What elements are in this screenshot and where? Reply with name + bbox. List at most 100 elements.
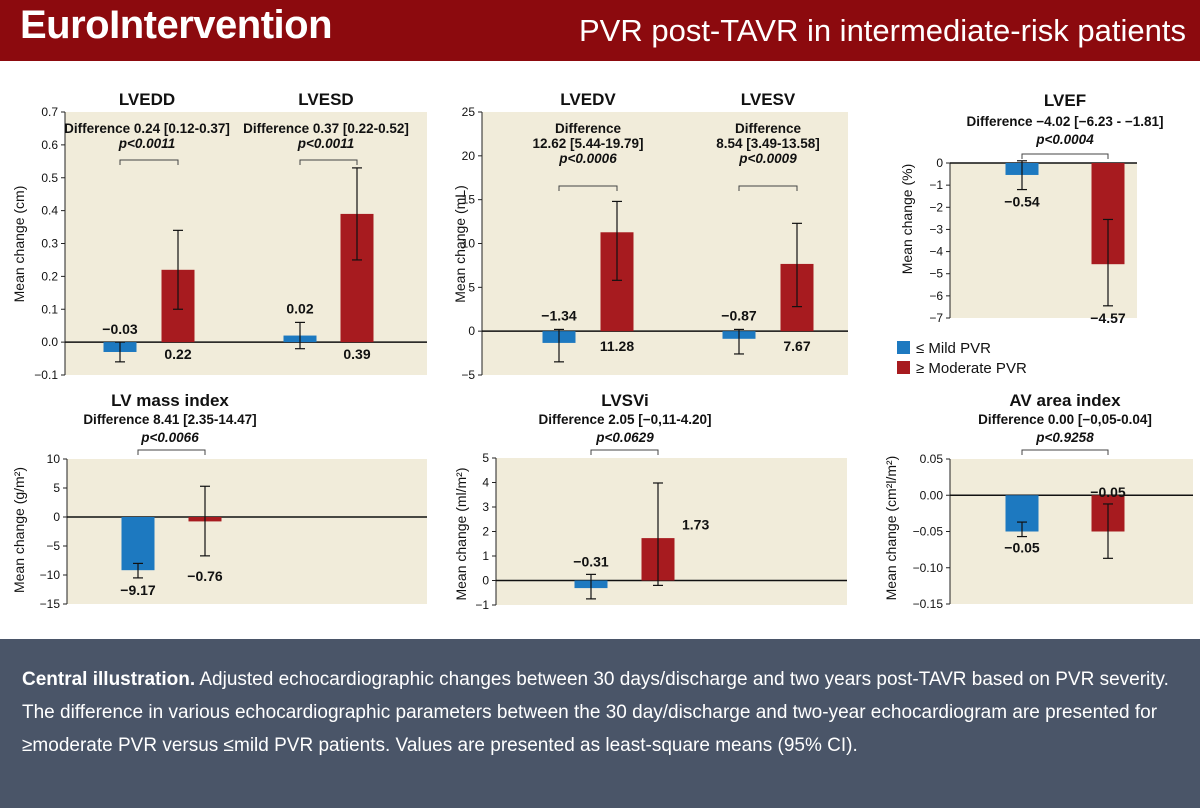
chart-2-y-label: Mean change (mL) xyxy=(452,185,468,303)
chart-2-group-1-bracket xyxy=(558,185,618,191)
charts-svg: −0.1 0.0 0.1 0.2 0.3 0.4 0.5 0.6 0.7 Mean change … xyxy=(11,90,1193,612)
legend-moderate-swatch xyxy=(897,361,910,374)
legend-mild-swatch xyxy=(897,341,910,354)
chart-1-group-1-moderate-value-label: 0.22 xyxy=(164,346,191,362)
chart-2-group-2-difference: 8.54 [3.49-13.58] xyxy=(716,136,820,151)
chart-5-group-1-difference: Difference 2.05 [−0,11-4.20] xyxy=(539,412,712,427)
chart-3-y-tick-label: −6 xyxy=(929,289,943,303)
chart-1-group-1-p-value: p<0.0011 xyxy=(118,136,175,151)
chart-3-group-1-p-value: p<0.0004 xyxy=(1035,132,1094,147)
chart-3-group-1-moderate-value-label: −4.57 xyxy=(1090,310,1126,326)
chart-2-group-1-moderate-value-label: 11.28 xyxy=(600,338,634,354)
caption-text: Central illustration. Adjusted echocardi… xyxy=(22,663,1182,762)
chart-3-y-tick-label: −2 xyxy=(929,200,943,214)
chart-3-group-1-mild-value-label: −0.54 xyxy=(1004,194,1040,210)
chart-2-y-tick-label: 25 xyxy=(462,105,476,119)
chart-5-y-label: Mean change (ml/m²) xyxy=(453,467,469,600)
chart-4-group-1-mild-value-label: −9.17 xyxy=(120,582,156,598)
chart-2-y-tick-label: 5 xyxy=(468,280,475,294)
chart-2-group-2-moderate-value-label: 7.67 xyxy=(783,338,810,354)
chart-4-group-1-p-value: p<0.0066 xyxy=(140,430,199,445)
chart-5-group-1-mild-value-label: −0.31 xyxy=(573,553,609,569)
chart-2-group-2-p-value: p<0.0009 xyxy=(738,151,797,166)
chart-3-y-tick-label: −5 xyxy=(929,267,943,281)
chart-1-y-tick-label: 0.6 xyxy=(41,138,58,152)
chart-1-group-2-moderate-value-label: 0.39 xyxy=(343,346,370,362)
chart-2-group-1-p-value: p<0.0006 xyxy=(558,151,617,166)
chart-4-group-1-difference: Difference 8.41 [2.35-14.47] xyxy=(83,412,256,427)
figure-area: −0.1 0.0 0.1 0.2 0.3 0.4 0.5 0.6 0.7 Mean change … xyxy=(0,61,1200,639)
figure-topic: PVR post-TAVR in intermediate-risk patie… xyxy=(578,13,1186,48)
chart-3-y-tick-label: −3 xyxy=(929,222,943,236)
chart-6-y-tick-label: −0.05 xyxy=(913,525,944,539)
chart-1-y-tick-label: 0.0 xyxy=(41,335,58,349)
chart-4-y-tick-label: 0 xyxy=(53,510,60,524)
chart-4-y-tick-label: −15 xyxy=(40,597,61,611)
chart-6-panel xyxy=(950,459,1193,604)
chart-1-y-tick-label: 0.3 xyxy=(41,237,58,251)
chart-5-panel xyxy=(496,458,847,605)
chart-4-y-label: Mean change (g/m²) xyxy=(11,467,27,593)
chart-3-group-1-difference: Difference −4.02 [−6.23 - −1.81] xyxy=(967,114,1164,129)
chart-2-group-2-title: LVESV xyxy=(741,90,796,109)
chart-4-group-1-mild-bar xyxy=(121,517,155,571)
legend: ≤ Mild PVR ≥ Moderate PVR xyxy=(897,340,1027,377)
chart-1-group-2-p-value: p<0.0011 xyxy=(297,136,354,151)
chart-1-group-1-bracket xyxy=(119,159,179,165)
chart-1-group-1-mild-value-label: −0.03 xyxy=(102,321,138,337)
chart-4-y-tick-label: 5 xyxy=(53,481,60,495)
chart-3-y-tick-label: −1 xyxy=(929,178,943,192)
header-bar: EuroIntervention PVR post-TAVR in interm… xyxy=(0,0,1200,61)
chart-1-group-1-title: LVEDD xyxy=(119,90,175,109)
chart-6-y-tick-label: 0.00 xyxy=(920,488,944,502)
chart-1-group-2-title: LVESD xyxy=(298,90,353,109)
chart-1-y-tick-label: 0.5 xyxy=(41,171,58,185)
chart-2-y-tick-label: −5 xyxy=(461,368,475,382)
chart-5-y-tick-label: 2 xyxy=(482,525,489,539)
chart-1-y-tick-label: 0.2 xyxy=(41,269,58,283)
chart-5-group-1-moderate-value-label: 1.73 xyxy=(682,517,709,533)
chart-4-y-tick-label: 10 xyxy=(47,452,61,466)
chart-6-y-tick-label: 0.05 xyxy=(920,452,944,466)
caption-panel: Central illustration. Adjusted echocardi… xyxy=(0,639,1200,808)
chart-5-y-tick-label: 0 xyxy=(482,574,489,588)
chart-2-y-tick-label: 15 xyxy=(462,193,476,207)
chart-1-y-label: Mean change (cm) xyxy=(11,186,27,303)
chart-1-y-tick-label: 0.4 xyxy=(41,204,58,218)
chart-4-group-1-bracket xyxy=(137,449,206,455)
chart-1-y-tick-label: 0.7 xyxy=(41,105,58,119)
chart-2-group-2-mild-value-label: −0.87 xyxy=(721,307,757,323)
chart-2-y-tick-label: 20 xyxy=(462,149,476,163)
chart-4-y-tick-label: −10 xyxy=(40,568,61,582)
chart-3-y-tick-label: −7 xyxy=(929,311,943,325)
caption-body: Adjusted echocardiographic changes betwe… xyxy=(22,669,1169,756)
legend-moderate-label: ≥ Moderate PVR xyxy=(916,360,1027,377)
chart-5-group-1-bracket xyxy=(590,449,659,455)
chart-6-group-1-moderate-value-label: −0.05 xyxy=(1090,484,1126,500)
chart-4-group-1-moderate-value-label: −0.76 xyxy=(187,568,223,584)
journal-brand: EuroIntervention xyxy=(20,3,333,47)
chart-1-group-2-bracket xyxy=(299,159,358,165)
chart-1-group-2-difference: Difference 0.37 [0.22-0.52] xyxy=(243,121,409,136)
chart-2-y-tick-label: 0 xyxy=(468,324,475,338)
chart-6-y-tick-label: −0.15 xyxy=(913,597,944,611)
chart-3-y-tick-label: 0 xyxy=(936,156,943,170)
legend-mild-label: ≤ Mild PVR xyxy=(916,340,991,357)
chart-1-group-1-difference: Difference 0.24 [0.12-0.37] xyxy=(64,121,230,136)
chart-3-y-tick-label: −4 xyxy=(929,245,943,259)
chart-3-y-label: Mean change (%) xyxy=(899,164,915,275)
chart-1-group-2-mild-value-label: 0.02 xyxy=(286,300,313,316)
chart-6-group-1-difference: Difference 0.00 [−0,05-0.04] xyxy=(978,412,1152,427)
chart-1-y-tick-label: −0.1 xyxy=(34,368,58,382)
chart-6-group-1-p-value: p<0.9258 xyxy=(1035,430,1094,445)
chart-6-y-tick-label: −0.10 xyxy=(913,561,944,575)
chart-6-group-1-bracket xyxy=(1021,449,1109,455)
chart-5-y-tick-label: −1 xyxy=(475,598,489,612)
chart-6-y-label: Mean change (cm²l/m²) xyxy=(883,456,899,601)
chart-2-group-1-difference: 12.62 [5.44-19.79] xyxy=(532,136,643,151)
chart-2-group-2-difference: Difference xyxy=(735,121,802,136)
chart-5-y-tick-label: 3 xyxy=(482,500,489,514)
chart-4-group-1-title: LV mass index xyxy=(111,391,229,410)
chart-2-group-1-mild-value-label: −1.34 xyxy=(541,307,577,323)
chart-6-group-1-mild-value-label: −0.05 xyxy=(1004,540,1040,556)
